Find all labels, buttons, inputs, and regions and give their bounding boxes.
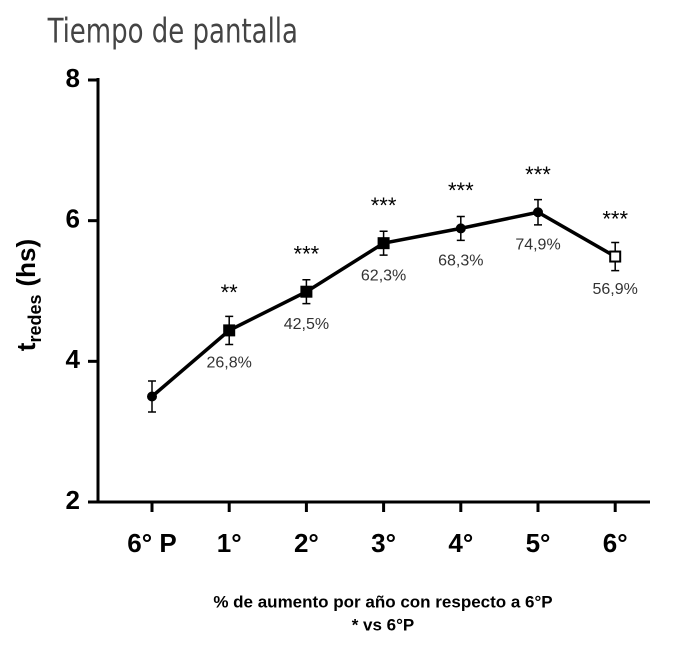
significance: ***: [448, 178, 474, 203]
annotation: 62,3%: [361, 267, 406, 284]
annotation: 56,9%: [593, 281, 638, 298]
y-tick-label: 6: [66, 204, 80, 234]
significance: ***: [371, 193, 397, 218]
x-tick-label: 2°: [294, 528, 319, 558]
y-label-sub: redes: [25, 294, 45, 342]
caption: * vs 6°P: [352, 615, 415, 634]
marker: [533, 207, 543, 218]
marker: [609, 250, 622, 263]
y-label-unit: (hs): [11, 239, 41, 287]
y-tick-label: 8: [66, 63, 80, 93]
significance: ***: [294, 242, 320, 267]
x-tick-label: 6° P: [127, 528, 176, 558]
marker: [300, 285, 313, 298]
significance: ***: [525, 162, 551, 187]
y-label-main: t: [11, 342, 41, 351]
significance: ***: [602, 206, 628, 231]
x-tick-label: 6°: [603, 528, 628, 558]
annotation: 74,9%: [515, 236, 560, 253]
y-axis-label: tredes (hs): [11, 239, 45, 351]
y-tick-label: 2: [66, 485, 80, 515]
marker: [455, 223, 466, 234]
annotation: 26,8%: [207, 355, 252, 372]
marker: [377, 237, 390, 250]
annotation: 42,5%: [284, 316, 329, 333]
annotation: 68,3%: [438, 253, 483, 270]
x-tick-label: 5°: [526, 528, 551, 558]
significance: **: [221, 280, 239, 305]
page-title: Tiempo de pantalla: [47, 13, 298, 52]
marker: [147, 391, 157, 402]
x-tick-label: 1°: [217, 528, 242, 558]
caption: % de aumento por año con respecto a 6°P: [213, 592, 552, 611]
marker: [223, 324, 236, 337]
y-tick-label: 4: [66, 344, 81, 374]
x-tick-label: 3°: [371, 528, 396, 558]
x-tick-label: 4°: [448, 528, 473, 558]
